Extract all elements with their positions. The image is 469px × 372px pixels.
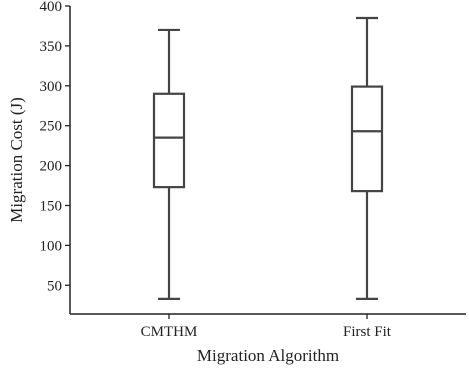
box-cmthm: [152, 28, 186, 300]
y-axis-title: Migration Cost (J): [7, 97, 26, 223]
y-tick-label: 350: [40, 39, 63, 55]
x-axis-title: Migration Algorithm: [197, 346, 339, 365]
plot-area: [152, 16, 384, 300]
y-axis-ticks: 50 100 150 200 250 300 350 400: [40, 0, 70, 294]
interquartile-box: [350, 85, 384, 193]
y-tick-label: 250: [40, 119, 63, 135]
box-first-fit: [350, 16, 384, 300]
y-tick-label: 300: [40, 79, 63, 95]
y-tick-label: 400: [40, 0, 63, 15]
x-tick-label: CMTHM: [141, 324, 198, 340]
y-tick-label: 100: [40, 238, 63, 254]
x-tick-label: First Fit: [343, 324, 392, 340]
interquartile-box: [152, 92, 186, 189]
y-tick-label: 200: [40, 159, 63, 175]
x-axis-ticks: CMTHM First Fit: [141, 314, 392, 340]
y-tick-label: 50: [47, 278, 62, 294]
y-tick-label: 150: [40, 198, 63, 214]
